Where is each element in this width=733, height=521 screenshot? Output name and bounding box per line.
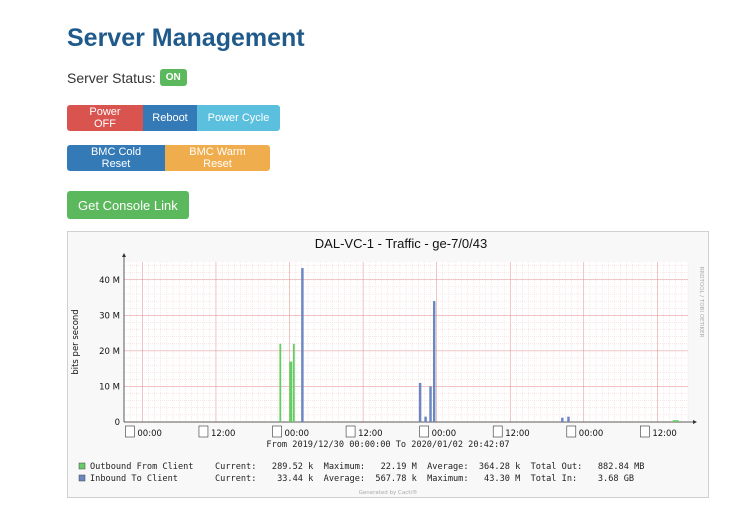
y-axis-label: bits per second [71,309,81,374]
inbound-spike [418,382,422,422]
x-tick-label: 12:00 [358,429,383,439]
y-tick-label: 10 M [99,382,120,392]
x-tick-day-marker [345,425,356,438]
bmc-warm-reset-button[interactable]: BMC Warm Reset [165,145,270,171]
power-off-button[interactable]: Power OFF [67,105,143,131]
legend-outbound-name: Outbound From Client [90,462,193,472]
x-tick-day-marker [640,425,650,438]
time-range-label: From 2019/12/30 00:00:00 To 2020/01/02 2… [266,440,509,450]
x-axis-arrow [693,420,697,424]
x-tick-label: 00:00 [285,429,310,439]
bmc-button-group: BMC Cold Reset BMC Warm Reset [67,145,270,171]
traffic-chart: DAL-VC-1 - Traffic - ge-7/0/43 bits per … [71,236,704,496]
outbound-spike [672,420,679,422]
outbound-spike [292,343,295,422]
inbound-spike [432,301,436,422]
inbound-spike [561,417,564,422]
server-status-label: Server Status: [67,69,156,86]
x-tick-labels: 00:00 12:00 00:00 12:00 00:00 12:00 00:00 12:00 [125,425,677,439]
generated-by-label: Generated by Cacti® [359,489,418,496]
status-badge: ON [159,69,187,86]
legend-inbound-stats: Current: 33.44 k Average: 567.78 k Maxim… [215,474,634,484]
outbound-spike [279,343,282,422]
reboot-button[interactable]: Reboot [143,105,197,131]
x-tick-day-marker [198,425,209,438]
page-title: Server Management [67,24,305,52]
legend-outbound-stats: Current: 289.52 k Maximum: 22.19 M Avera… [215,462,644,472]
chart-series [279,268,679,422]
legend-swatch-outbound [78,462,86,470]
legend-inbound-name: Inbound To Client [90,474,178,484]
x-tick-day-marker [566,425,577,438]
x-tick-day-marker [272,425,282,438]
get-console-link-button[interactable]: Get Console Link [67,191,189,219]
inbound-spike [301,268,304,422]
y-tick-label: 40 M [99,276,120,286]
inbound-spike [567,416,570,422]
inbound-spike [429,386,432,422]
power-cycle-button[interactable]: Power Cycle [197,105,280,131]
chart-title: DAL-VC-1 - Traffic - ge-7/0/43 [315,236,487,251]
rrdtool-side-label: RRDTOOL / TOBI OETIKER [698,267,704,338]
power-button-group: Power OFF Reboot Power Cycle [67,105,280,131]
x-tick-label: 00:00 [137,429,162,439]
x-tick-label: 12:00 [211,429,236,439]
chart-grid [122,253,697,424]
legend-swatch-inbound [78,474,86,482]
x-tick-label: 00:00 [579,429,604,439]
bmc-cold-reset-button[interactable]: BMC Cold Reset [67,145,165,171]
x-tick-day-marker [125,425,135,438]
inbound-spike [424,416,427,422]
server-status: Server Status: ON [67,69,187,86]
y-tick-label: 30 M [99,311,120,321]
y-tick-label: 20 M [99,347,120,357]
y-axis-arrow [122,253,126,257]
x-tick-day-marker [492,425,503,438]
y-tick-label: 0 [115,418,120,428]
x-tick-label: 12:00 [505,429,530,439]
x-tick-label: 00:00 [432,429,457,439]
x-tick-label: 12:00 [652,429,677,439]
traffic-graph: DAL-VC-1 - Traffic - ge-7/0/43 bits per … [67,231,709,498]
y-tick-labels: 0 10 M 20 M 30 M 40 M [99,276,120,428]
x-tick-day-marker [419,425,429,438]
outbound-spike [289,361,293,422]
